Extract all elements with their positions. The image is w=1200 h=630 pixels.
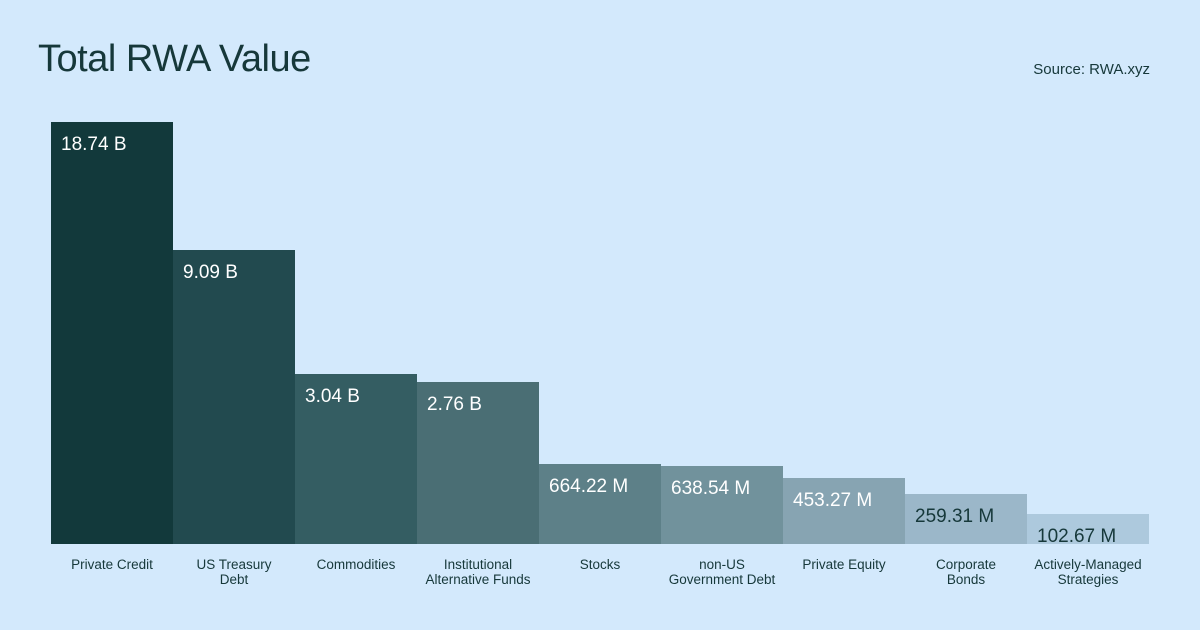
bar-value-label-5: 638.54 M <box>671 478 750 499</box>
bar-3 <box>417 382 539 544</box>
bar-value-label-3: 2.76 B <box>427 394 482 415</box>
bar-4 <box>539 464 661 544</box>
bar-5 <box>661 466 783 544</box>
bar-0 <box>51 122 173 544</box>
category-label-5: non-US Government Debt <box>669 557 776 587</box>
category-label-3: Institutional Alternative Funds <box>425 557 530 587</box>
bar-value-label-7: 259.31 M <box>915 506 994 527</box>
category-label-1: US Treasury Debt <box>196 557 271 587</box>
bar-value-label-8: 102.67 M <box>1037 526 1116 547</box>
bar-value-label-4: 664.22 M <box>549 476 628 497</box>
bar-2 <box>295 374 417 544</box>
bar-7 <box>905 494 1027 544</box>
category-label-0: Private Credit <box>71 557 153 572</box>
bar-6 <box>783 478 905 544</box>
chart-title: Total RWA Value <box>38 38 311 80</box>
category-label-7: Corporate Bonds <box>936 557 996 587</box>
bar-value-label-1: 9.09 B <box>183 262 238 283</box>
category-label-6: Private Equity <box>802 557 886 572</box>
bar-value-label-0: 18.74 B <box>61 134 127 155</box>
source-label: Source: RWA.xyz <box>1033 61 1150 78</box>
category-label-4: Stocks <box>580 557 621 572</box>
bar-value-label-2: 3.04 B <box>305 386 360 407</box>
bar-1 <box>173 250 295 544</box>
bar-value-label-6: 453.27 M <box>793 490 872 511</box>
category-label-2: Commodities <box>317 557 396 572</box>
category-label-8: Actively-Managed Strategies <box>1034 557 1141 587</box>
bar-8 <box>1027 514 1149 544</box>
